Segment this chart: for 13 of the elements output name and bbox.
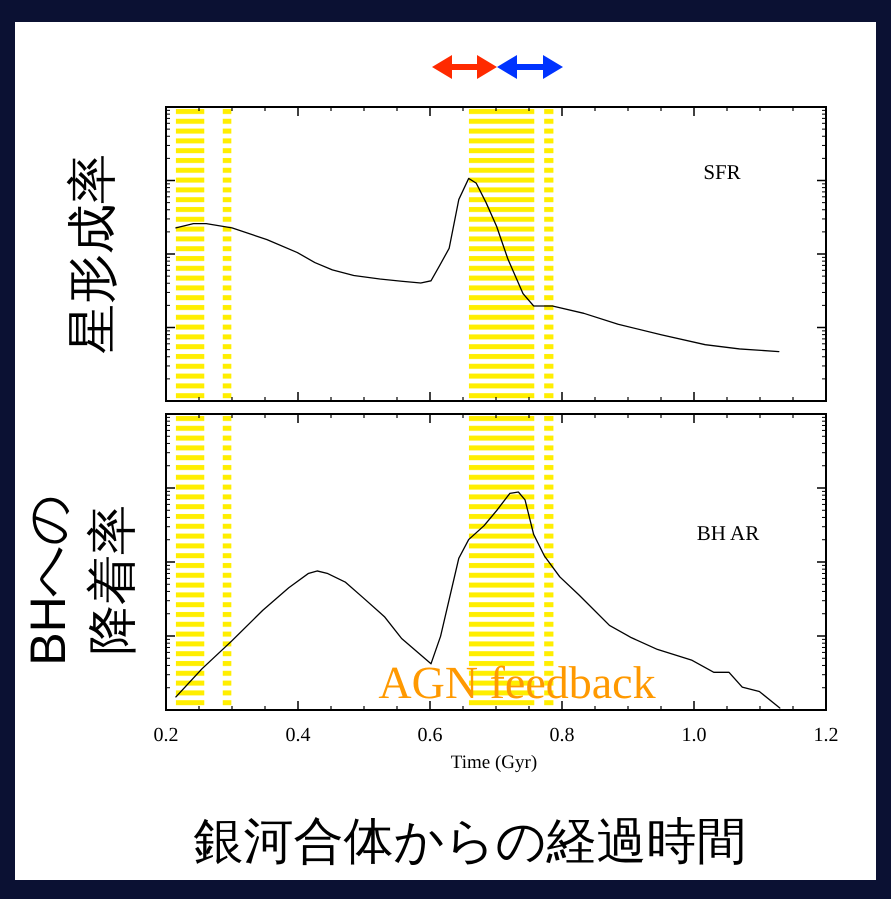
y-axis-title: 星形成率 bbox=[64, 154, 120, 354]
x-tick-label: 0.8 bbox=[550, 724, 574, 746]
x-tick-label: 0.4 bbox=[286, 724, 310, 746]
text: BH AR bbox=[696, 521, 760, 545]
x-tick-label: 1.2 bbox=[814, 724, 838, 746]
y-axis-title: BHへの降着率 bbox=[20, 494, 140, 666]
text: 銀河合体からの経過時間 bbox=[194, 813, 746, 869]
x-tick-label: 0.2 bbox=[154, 724, 178, 746]
x-tick-label: 0.6 bbox=[418, 724, 442, 746]
x-axis-title: Time (Gyr) bbox=[450, 752, 538, 773]
x-tick-label: 1.0 bbox=[682, 724, 706, 746]
text: SFR bbox=[703, 160, 741, 184]
annotation: AGN feedback bbox=[378, 657, 656, 708]
